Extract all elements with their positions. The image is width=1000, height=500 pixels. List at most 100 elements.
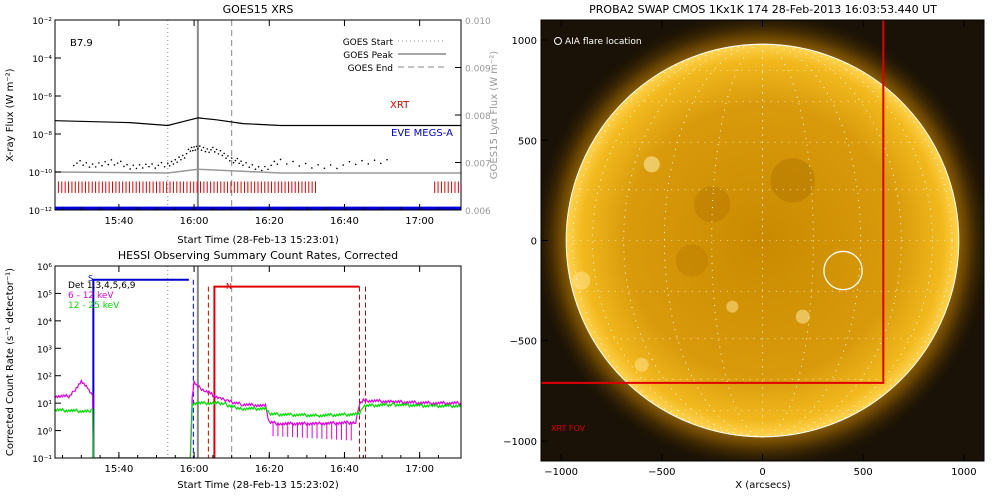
goes-dot	[160, 161, 163, 164]
goes-dot	[264, 165, 266, 168]
goes-ytick-label: 10⁻⁴	[32, 55, 52, 65]
goes-dot	[193, 146, 195, 148]
goes-dot	[98, 162, 100, 164]
goes-dot	[123, 165, 125, 168]
goes-dot	[213, 151, 216, 153]
goes-series-lya	[55, 168, 461, 174]
goes-dot	[163, 165, 166, 168]
hessi-ytick-label: 10²	[37, 373, 52, 383]
goes-dot	[85, 161, 88, 164]
goes-axes: 15:40 16:00 16:20 16:40 17:00 10⁻¹² 10⁻¹⁰ 10⁻⁸ 1…	[29, 17, 491, 227]
hessi-xlabel: Start Time (28-Feb-13 15:23:02)	[177, 480, 339, 491]
goes-xlabel: Start Time (28-Feb-13 15:23:01)	[177, 235, 339, 246]
swap-xtick-label: −500	[648, 467, 675, 478]
hessi-legend-label: 6 - 12 keV	[68, 291, 114, 301]
goes-dot	[126, 163, 128, 166]
goes-dot	[72, 164, 75, 167]
goes-dot	[200, 149, 203, 152]
goes-dot	[189, 150, 192, 152]
goes-dot	[135, 167, 138, 170]
sun-feature	[572, 271, 591, 290]
goes-dot	[215, 148, 218, 151]
goes-dot	[240, 160, 242, 162]
swap-axes: −1000 −1000 −500 −500 0 0 500 500 1000 1000	[503, 20, 977, 478]
goes-xtick-label: 16:20	[255, 216, 284, 227]
hessi-ytick-label: 10⁻¹	[32, 455, 52, 465]
goes-dot	[234, 159, 237, 162]
goes-dot	[248, 166, 251, 168]
goes-dot	[116, 162, 119, 164]
goes-ytick-label: 10⁻²	[32, 17, 52, 27]
goes-dot	[94, 166, 97, 168]
goes-dot	[260, 169, 263, 172]
goes-dot	[88, 166, 91, 168]
goes-dot	[257, 166, 260, 168]
goes-ytick-label: 10⁻⁶	[32, 93, 52, 103]
goes-dot	[185, 152, 188, 155]
hessi-ytick-label: 10⁰	[37, 428, 52, 438]
hessi-xtick-label: 15:40	[104, 464, 133, 475]
hessi-marker-n: N	[226, 282, 232, 291]
grid-meridian	[663, 43, 862, 438]
xrt-fov-label: XRT FOV	[551, 424, 586, 433]
hessi-series-0	[55, 378, 461, 458]
goes-dot	[154, 167, 157, 169]
hessi-marker-s: S	[88, 274, 93, 283]
swap-xlabel: X (arcsecs)	[735, 480, 791, 491]
goes-plot-area	[55, 20, 461, 210]
goes-dot	[245, 161, 247, 164]
goes-dot	[354, 163, 357, 166]
goes-dot	[141, 167, 144, 169]
hessi-ytick-label: 10⁵	[37, 290, 52, 300]
hessi-ytick-label: 10¹	[37, 400, 52, 410]
goes-dot	[210, 149, 212, 151]
goes-dot	[254, 168, 257, 171]
swap-panel: PROBA2 SWAP CMOS 1Kx1K 174 28-Feb-2013 1…	[503, 3, 985, 491]
goes-xtick-label: 16:40	[330, 216, 359, 227]
goes-dot	[148, 165, 150, 168]
goes-dot	[219, 149, 222, 152]
goes-legend-label: GOES Peak	[343, 51, 393, 61]
goes-dot	[208, 151, 210, 154]
hessi-axes: 15:40 16:00 16:20 16:40 17:00 10⁻¹ 10⁰ 10¹ 10² 10…	[32, 263, 439, 475]
goes-dot	[229, 159, 231, 162]
sun-feature	[634, 357, 649, 372]
goes-dot	[198, 145, 201, 147]
goes-xtick-label: 17:00	[405, 216, 434, 227]
goes-dot	[223, 152, 225, 155]
goes-legend-label: GOES Start	[343, 38, 394, 48]
goes-dot	[242, 164, 244, 166]
goes-dot	[221, 154, 224, 157]
swap-ytick-label: 1000	[512, 36, 537, 47]
hessi-title: HESSI Observing Summary Count Rates, Cor…	[118, 249, 398, 262]
goes-dot	[204, 150, 207, 153]
goes-dot	[342, 164, 345, 166]
hessi-ytick-label: 10³	[37, 345, 52, 355]
goes-dot	[101, 164, 103, 167]
hessi-panel: HESSI Observing Summary Count Rates, Cor…	[5, 249, 462, 491]
goes-dot	[182, 154, 184, 157]
goes-dot	[113, 164, 116, 166]
goes-dot	[225, 157, 227, 159]
goes-dot	[279, 158, 282, 161]
hessi-xtick-label: 16:20	[255, 464, 284, 475]
hessi-xtick-label: 16:40	[330, 464, 359, 475]
goes-ylabel: X-ray Flux (W m⁻²)	[5, 68, 16, 161]
hessi-series-1	[55, 400, 461, 458]
goes-ytick-label: 10⁻¹²	[29, 207, 53, 217]
goes-dot	[251, 163, 254, 166]
xrt-fov-box	[541, 20, 885, 384]
goes-dot	[187, 148, 190, 151]
goes-dot	[79, 159, 81, 162]
goes-dot	[373, 159, 376, 162]
goes-dot	[292, 160, 294, 163]
sun-feature	[694, 186, 731, 223]
goes-dot	[336, 167, 338, 170]
goes-xtick-label: 16:00	[180, 216, 209, 227]
goes-dot	[386, 158, 388, 161]
goes-dot	[304, 162, 307, 165]
goes-ytick-label: 10⁻¹⁰	[29, 169, 53, 179]
hessi-ytick-label: 10⁴	[37, 318, 52, 328]
goes-dot	[76, 162, 78, 164]
